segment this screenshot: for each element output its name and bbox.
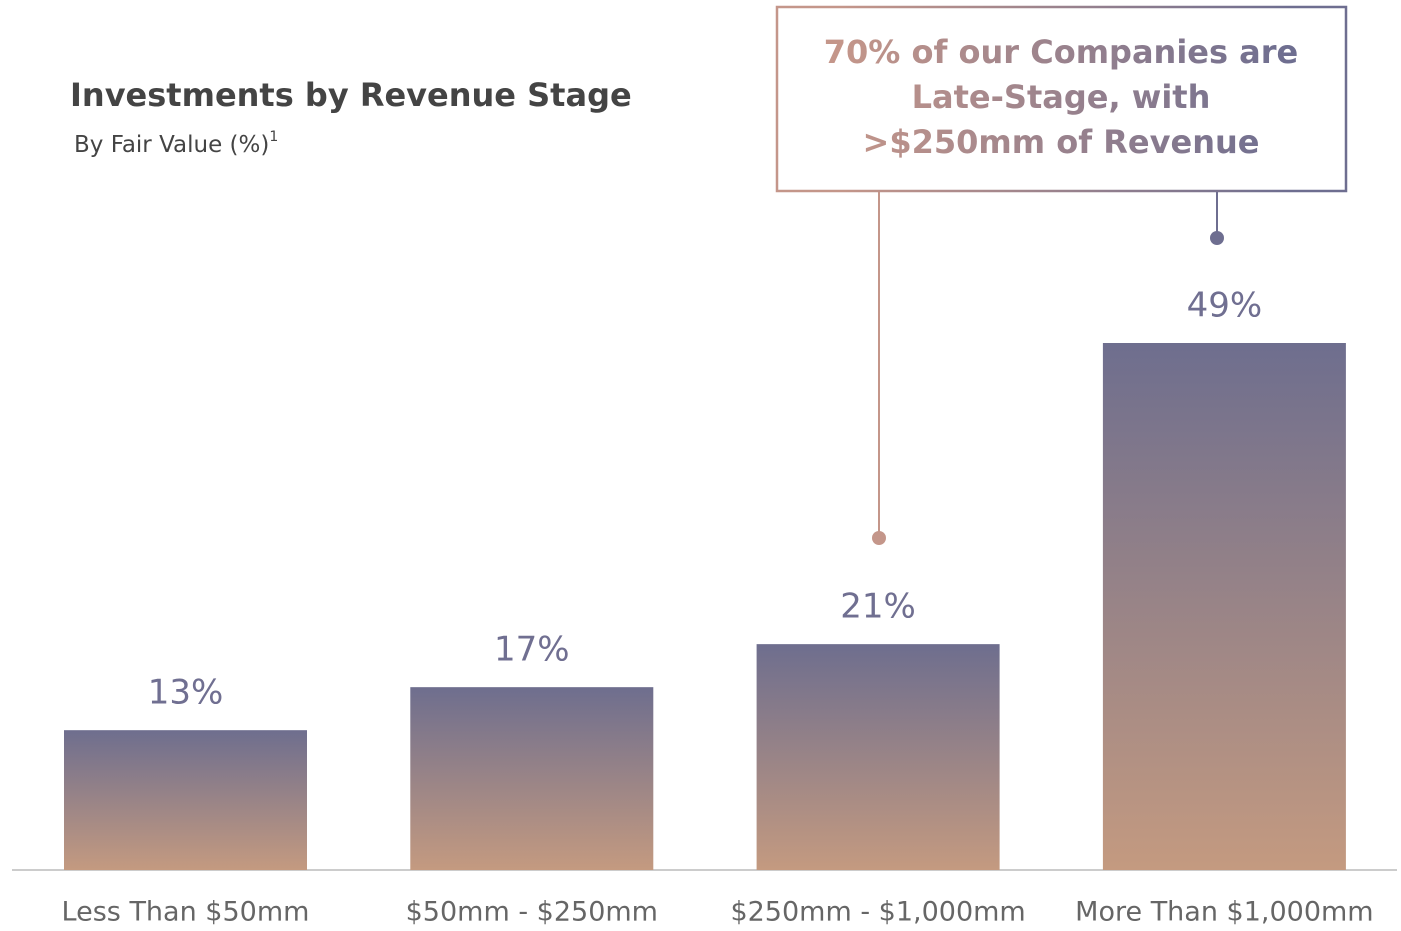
- subtitle-text: By Fair Value (%): [74, 132, 269, 158]
- bar: [410, 687, 654, 870]
- annotation-text: Late-Stage, with: [912, 78, 1211, 116]
- bar: [756, 644, 1000, 870]
- annotation-box: [775, 5, 1348, 193]
- value-label: 17%: [494, 630, 570, 670]
- value-label: 49%: [1187, 286, 1263, 326]
- value-label: 13%: [148, 673, 224, 713]
- annotation-text: >$250mm of Revenue: [863, 123, 1260, 161]
- leader-dot: [872, 531, 886, 545]
- footnote-marker: 1: [269, 129, 278, 145]
- chart-title: Investments by Revenue Stage: [70, 76, 632, 114]
- annotation-text: 70% of our Companies are: [824, 33, 1299, 71]
- bar: [1102, 343, 1346, 870]
- x-tick-label: $50mm - $250mm: [406, 897, 658, 928]
- x-tick-label: More Than $1,000mm: [1075, 897, 1373, 928]
- x-tick-label: $250mm - $1,000mm: [730, 897, 1025, 928]
- leader-dot: [1210, 231, 1224, 245]
- value-label: 21%: [840, 587, 916, 627]
- x-tick-label: Less Than $50mm: [62, 897, 310, 928]
- chart-subtitle: By Fair Value (%)1: [74, 129, 278, 158]
- bar: [64, 730, 307, 870]
